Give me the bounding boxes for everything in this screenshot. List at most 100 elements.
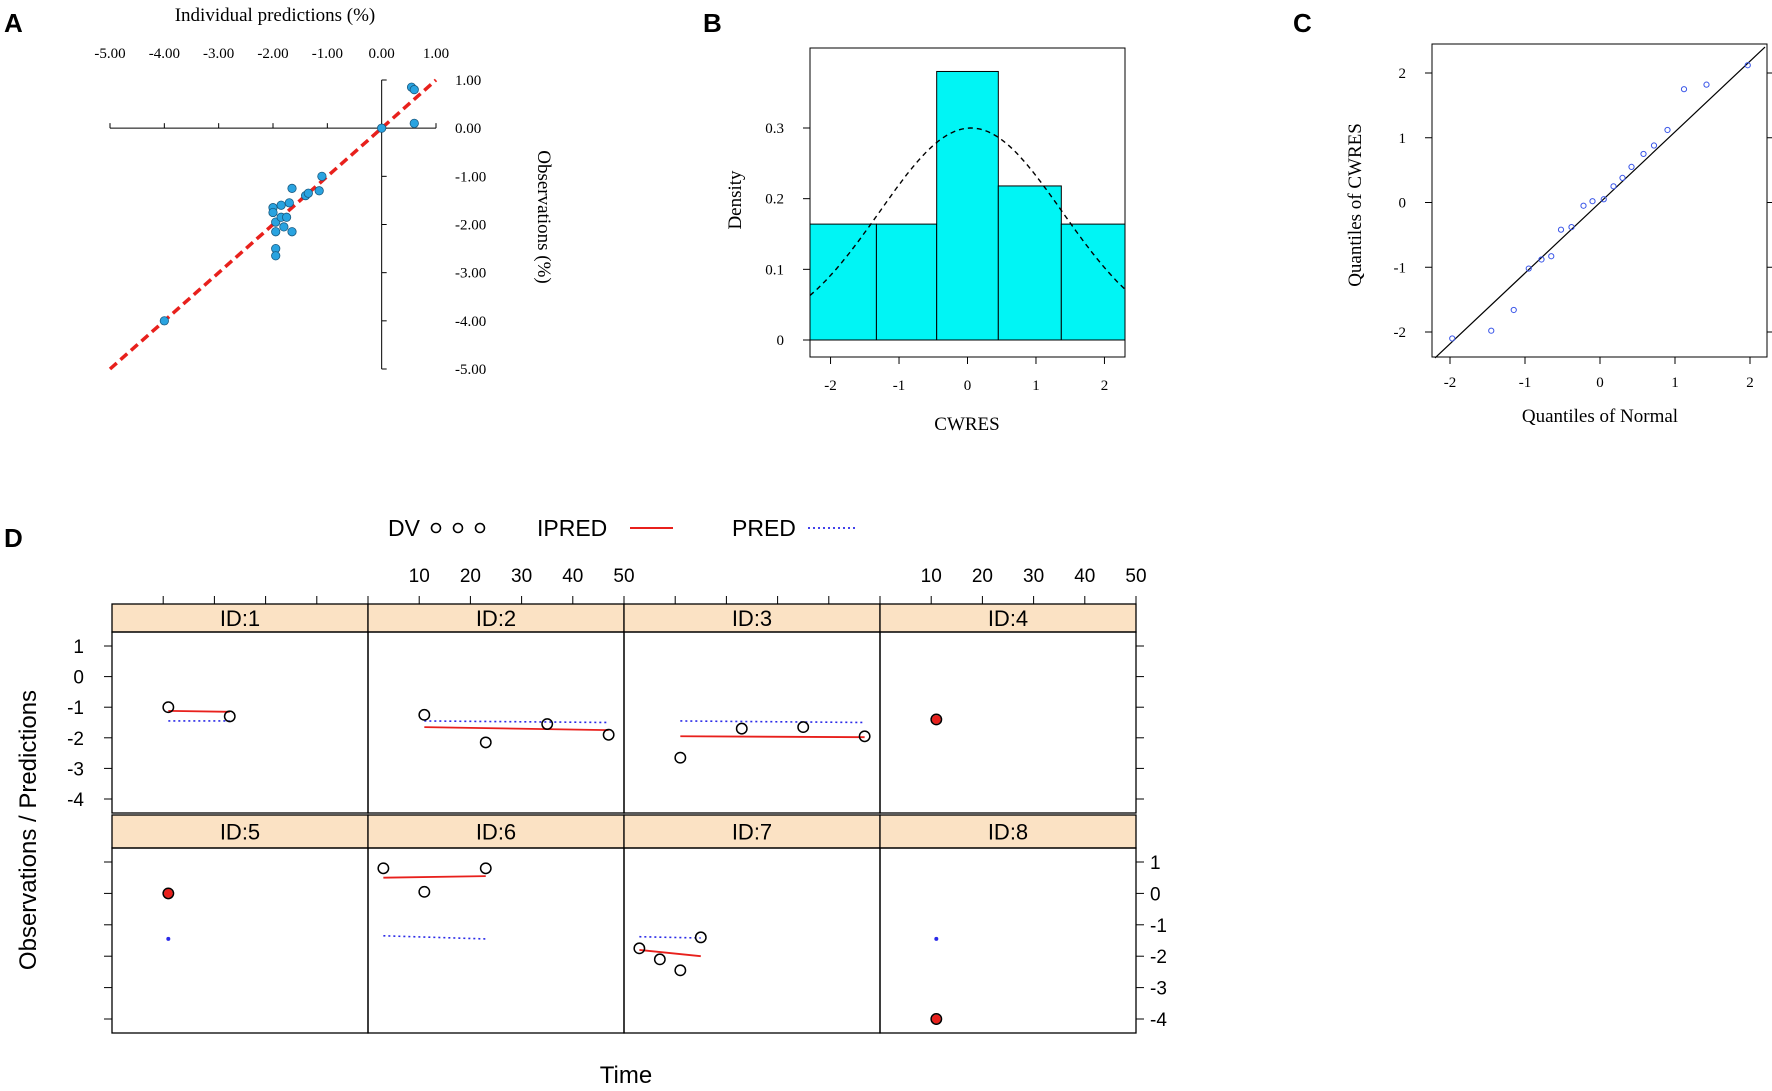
y-tick-label: 0 — [777, 333, 785, 349]
ipred-line — [680, 735, 865, 739]
density-curve — [809, 127, 1126, 297]
data-point — [409, 118, 419, 128]
histogram-bar — [875, 223, 938, 341]
y-tick-label-left: -3 — [67, 759, 84, 780]
qq-point — [1538, 256, 1545, 263]
x-tick-label-top: 40 — [562, 566, 583, 587]
panel-frame — [111, 847, 369, 1034]
strip-label: ID:4 — [988, 606, 1028, 631]
x-tick-label: 0 — [1596, 375, 1604, 391]
x-tick-label-top: 30 — [511, 566, 532, 587]
qq-point — [1580, 202, 1587, 209]
panel-c-ylabel: Quantiles of CWRES — [1345, 123, 1366, 287]
data-point — [287, 227, 297, 237]
panel-d-xlabel: Time — [600, 1062, 652, 1089]
dv-point — [694, 931, 707, 944]
data-point — [279, 222, 289, 232]
data-point — [377, 123, 387, 133]
x-tick-label: 0 — [964, 378, 972, 394]
y-tick-label: 0.1 — [765, 262, 784, 278]
dv-point — [541, 718, 554, 730]
y-tick-label-right: 1 — [1150, 853, 1161, 874]
dv-point — [930, 1013, 943, 1025]
legend-symbol-dv — [452, 522, 464, 534]
x-tick-label: 2 — [1101, 378, 1109, 394]
y-tick-label: -4.00 — [455, 314, 486, 330]
strip-label: ID:5 — [220, 820, 260, 845]
qq-point — [1619, 174, 1626, 181]
y-tick-label: 0.3 — [765, 121, 784, 137]
panel-c-frame — [1431, 43, 1768, 358]
data-point — [409, 85, 419, 95]
x-tick-label: -2 — [1444, 375, 1457, 391]
legend: DV IPRED PRED — [388, 515, 858, 541]
qq-point — [1680, 86, 1688, 93]
qq-point — [1664, 126, 1671, 134]
dv-point — [735, 722, 748, 735]
x-tick-label-top: 20 — [972, 566, 993, 587]
dv-point — [479, 862, 492, 875]
qq-reference-line — [1434, 46, 1766, 359]
dv-point — [479, 736, 492, 749]
qq-point — [1557, 226, 1565, 233]
panel-b: -2 -1 0 1 2 0 0.1 0.2 0.3 CWRES Density — [725, 47, 1126, 435]
data-point — [303, 188, 313, 198]
ipred-point — [163, 888, 173, 898]
dv-point — [377, 862, 390, 875]
strip-id-2 — [367, 603, 625, 633]
x-tick-label-top: 30 — [1023, 566, 1044, 587]
pred-line — [424, 720, 609, 724]
strip-label: ID:2 — [476, 606, 516, 631]
panel-a-ylabel: Observations (%) — [533, 150, 554, 284]
pred-point — [934, 936, 939, 941]
x-tick-label: -2.00 — [257, 46, 288, 62]
data-point — [284, 198, 294, 208]
y-tick-label: 2 — [1399, 66, 1407, 82]
histogram-bar — [809, 223, 877, 341]
pred-line — [680, 720, 865, 724]
panel-d-ylabel: Observations / Predictions — [15, 690, 42, 970]
qq-point — [1650, 142, 1658, 149]
pred-line — [639, 935, 701, 939]
x-tick-label-top: 50 — [1125, 566, 1146, 587]
ipred-line — [168, 709, 230, 713]
histogram-bar — [936, 70, 999, 341]
legend-label-dv: DV — [388, 515, 421, 541]
dv-point — [674, 964, 687, 977]
data-point — [317, 171, 327, 181]
data-point — [281, 212, 292, 222]
dv-point — [674, 751, 687, 764]
qq-point — [1488, 327, 1495, 334]
y-tick-label-right: 0 — [1150, 884, 1161, 905]
qq-point — [1568, 224, 1575, 231]
qq-point — [1449, 335, 1456, 342]
y-tick-label-right: -2 — [1150, 947, 1167, 968]
ipred-point — [931, 714, 941, 724]
panel-label-c: C — [1293, 8, 1312, 38]
data-point — [271, 251, 281, 261]
y-tick-label-left: 0 — [73, 668, 84, 689]
y-tick-label: -5.00 — [455, 362, 486, 378]
histogram-bar — [997, 185, 1062, 341]
qq-point — [1589, 198, 1596, 205]
pred-point — [166, 936, 171, 941]
panel-a: Individual predictions (%) Observations … — [94, 5, 554, 378]
y-tick-label-right: -3 — [1150, 979, 1167, 1000]
y-tick-label-right: -4 — [1150, 1010, 1167, 1031]
dv-point — [797, 721, 810, 734]
x-tick-label: -3.00 — [203, 46, 234, 62]
strip-label: ID:1 — [220, 606, 260, 631]
y-tick-label: -2 — [1394, 325, 1407, 341]
legend-symbol-dv — [474, 522, 486, 534]
y-tick-label: -2.00 — [455, 218, 486, 234]
panel-a-xlabel: Individual predictions (%) — [175, 5, 376, 26]
panel-label-d: D — [4, 523, 23, 553]
data-point — [276, 200, 286, 210]
dv-point — [418, 708, 431, 721]
strip-label: ID:3 — [732, 606, 772, 631]
y-tick-label-left: 1 — [73, 637, 84, 658]
ipred-point — [931, 1014, 941, 1024]
dv-point — [418, 885, 431, 898]
panel-b-xlabel: CWRES — [934, 414, 999, 435]
dv-point — [653, 953, 666, 966]
